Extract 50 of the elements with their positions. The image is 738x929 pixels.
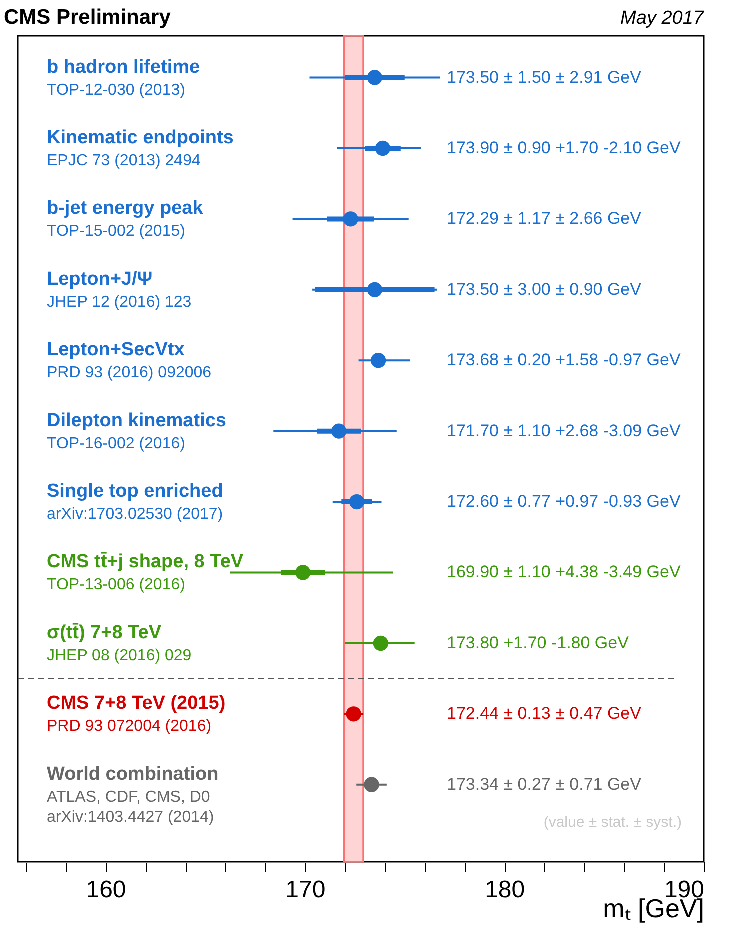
point — [349, 494, 365, 510]
annotation: JHEP 08 (2016) 029 — [47, 647, 192, 664]
annotation: TOP-13-006 (2016) — [47, 576, 186, 594]
point — [343, 212, 358, 227]
annotation: TOP-16-002 (2016) — [47, 435, 186, 452]
annotation: 169.90 ± 1.10 +4.38 -3.49 GeV — [447, 562, 682, 582]
point — [367, 282, 383, 298]
x-tick-label: 170 — [286, 876, 326, 904]
point — [364, 777, 380, 792]
point — [367, 70, 383, 86]
annotation: 171.70 ± 1.10 +2.68 -3.09 GeV — [447, 421, 682, 440]
annotation: JHEP 12 (2016) 123 — [47, 294, 192, 311]
annotation: TOP-12-030 (2013) — [47, 82, 186, 99]
y-tick-label: CMS 7+8 TeV (2015) — [47, 693, 226, 714]
y-tick-label: b hadron lifetime — [47, 56, 200, 78]
point — [331, 424, 347, 439]
annotation: 173.50 ± 1.50 ± 2.91 GeV — [447, 68, 642, 87]
chart-subtitle: May 2017 — [620, 8, 706, 29]
point — [370, 353, 386, 368]
annotation: PRD 93 (2016) 092006 — [47, 364, 212, 382]
annotation: 172.44 ± 0.13 ± 0.47 GeV — [447, 704, 642, 724]
annotation: EPJC 73 (2013) 2494 — [47, 152, 201, 170]
y-tick-label: σ(tt̄) 7+8 TeV — [47, 622, 162, 644]
annotation: arXiv:1703.02530 (2017) — [47, 506, 224, 524]
y-tick-label: Dilepton kinematics — [47, 410, 226, 432]
y-tick-label: CMS tt̄+j shape, 8 TeV — [47, 552, 244, 573]
annotation: 173.50 ± 3.00 ± 0.90 GeV — [447, 280, 642, 299]
annotation: PRD 93 072004 (2016) — [47, 718, 212, 736]
y-tick-label: Kinematic endpoints — [47, 127, 234, 148]
chart-title: CMS Preliminary — [4, 6, 172, 29]
x-tick-label: 180 — [485, 876, 526, 904]
annotation: 173.80 +1.70 -1.80 GeV — [447, 633, 630, 652]
y-tick-label: Lepton+J/Ψ — [47, 268, 153, 290]
y-tick-label: b-jet energy peak — [47, 198, 204, 220]
annotation: 173.34 ± 0.27 ± 0.71 GeV — [447, 774, 642, 794]
annotation: 172.29 ± 1.17 ± 2.66 GeV — [447, 209, 642, 228]
annotation: TOP-15-002 (2015) — [47, 223, 186, 240]
annotation: ATLAS, CDF, CMS, D0 — [47, 788, 210, 806]
y-tick-label: Single top enriched — [47, 481, 224, 502]
point — [346, 706, 362, 722]
annotation: 173.68 ± 0.20 +1.58 -0.97 GeV — [447, 350, 682, 370]
annotation: arXiv:1403.4427 (2014) — [47, 808, 214, 826]
x-tick-label: 160 — [86, 876, 126, 904]
point — [373, 636, 389, 652]
annotation: 172.60 ± 0.77 +0.97 -0.93 GeV — [447, 492, 682, 512]
y-tick-label: Lepton+SecVtx — [47, 340, 186, 361]
y-tick-label: World combination — [47, 764, 219, 785]
annotation: 173.90 ± 0.90 +1.70 -2.10 GeV — [447, 138, 682, 158]
point — [375, 140, 391, 156]
point — [296, 565, 311, 580]
